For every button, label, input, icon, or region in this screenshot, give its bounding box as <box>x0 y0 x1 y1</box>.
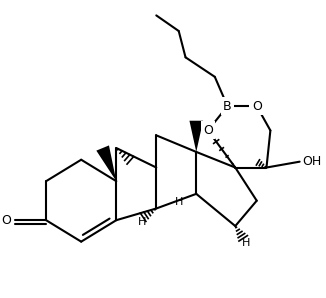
Polygon shape <box>96 145 116 181</box>
Text: O: O <box>1 214 11 227</box>
Polygon shape <box>189 121 203 152</box>
Text: B: B <box>223 100 232 113</box>
Text: O: O <box>252 100 262 113</box>
Text: OH: OH <box>303 155 322 168</box>
Text: H: H <box>174 197 183 207</box>
Text: H: H <box>242 238 250 248</box>
Text: O: O <box>203 124 213 137</box>
Text: H: H <box>138 217 146 227</box>
